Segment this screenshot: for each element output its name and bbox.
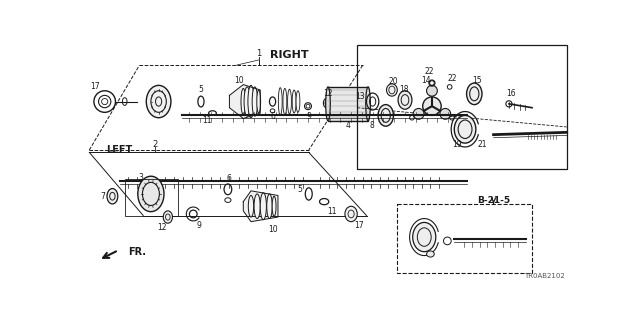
Ellipse shape (241, 88, 246, 115)
Ellipse shape (272, 196, 276, 216)
Text: 9: 9 (307, 112, 311, 121)
Ellipse shape (345, 206, 357, 222)
Polygon shape (230, 84, 260, 118)
Bar (328, 87, 368, 121)
Ellipse shape (326, 87, 330, 121)
Text: 6: 6 (270, 112, 275, 121)
Ellipse shape (387, 84, 397, 96)
Ellipse shape (283, 88, 287, 115)
Ellipse shape (278, 88, 282, 116)
Text: 20: 20 (388, 77, 398, 86)
Text: LEFT: LEFT (106, 145, 132, 155)
Bar (125, 179, 178, 216)
Text: 5: 5 (198, 85, 204, 94)
Text: 9: 9 (197, 221, 202, 230)
Ellipse shape (467, 83, 482, 105)
Text: 10: 10 (235, 76, 244, 85)
Ellipse shape (107, 188, 118, 204)
Text: 19: 19 (452, 140, 461, 149)
Circle shape (440, 108, 451, 119)
Ellipse shape (257, 90, 260, 113)
Text: 21: 21 (477, 140, 487, 149)
Text: 3: 3 (138, 172, 143, 181)
Ellipse shape (248, 196, 253, 217)
Text: 22: 22 (425, 67, 435, 76)
Ellipse shape (413, 222, 436, 252)
Text: 6: 6 (226, 174, 231, 183)
Text: 4: 4 (346, 121, 351, 130)
Text: 13: 13 (356, 92, 365, 101)
Ellipse shape (163, 211, 172, 223)
Text: 16: 16 (506, 89, 516, 98)
Circle shape (413, 108, 424, 119)
Text: RIGHT: RIGHT (270, 50, 309, 60)
Ellipse shape (292, 90, 296, 113)
Text: TR0AB2102: TR0AB2102 (524, 273, 565, 279)
Text: 5: 5 (297, 185, 302, 194)
Ellipse shape (378, 105, 394, 126)
Ellipse shape (260, 193, 266, 220)
Ellipse shape (454, 116, 476, 143)
Ellipse shape (248, 85, 254, 118)
Ellipse shape (138, 176, 164, 212)
Text: 14: 14 (421, 76, 431, 85)
Circle shape (427, 85, 437, 96)
Ellipse shape (426, 251, 435, 257)
Text: 17: 17 (91, 82, 100, 91)
Text: 1: 1 (256, 49, 261, 58)
Text: 11: 11 (202, 116, 212, 125)
Text: 10: 10 (269, 225, 278, 234)
Text: 11: 11 (327, 207, 337, 216)
Ellipse shape (398, 91, 412, 109)
Text: 18: 18 (399, 85, 408, 94)
Circle shape (422, 97, 441, 116)
Ellipse shape (244, 87, 250, 116)
Text: 22: 22 (448, 74, 458, 83)
Text: 15: 15 (472, 76, 481, 85)
Ellipse shape (254, 194, 260, 219)
Text: 8: 8 (369, 121, 374, 130)
Text: B-21-5: B-21-5 (477, 196, 510, 204)
Text: 12: 12 (323, 89, 333, 98)
Text: 17: 17 (354, 221, 364, 230)
Text: 7: 7 (100, 192, 106, 201)
Ellipse shape (296, 91, 300, 112)
Bar (397, 204, 532, 273)
Ellipse shape (267, 194, 272, 219)
Bar (357, 44, 566, 169)
Ellipse shape (147, 85, 171, 118)
Ellipse shape (252, 87, 257, 116)
Text: 12: 12 (157, 222, 167, 232)
Ellipse shape (365, 87, 371, 121)
Text: FR.: FR. (128, 247, 146, 257)
Text: 2: 2 (152, 140, 157, 149)
Ellipse shape (287, 89, 291, 114)
Polygon shape (243, 191, 278, 222)
